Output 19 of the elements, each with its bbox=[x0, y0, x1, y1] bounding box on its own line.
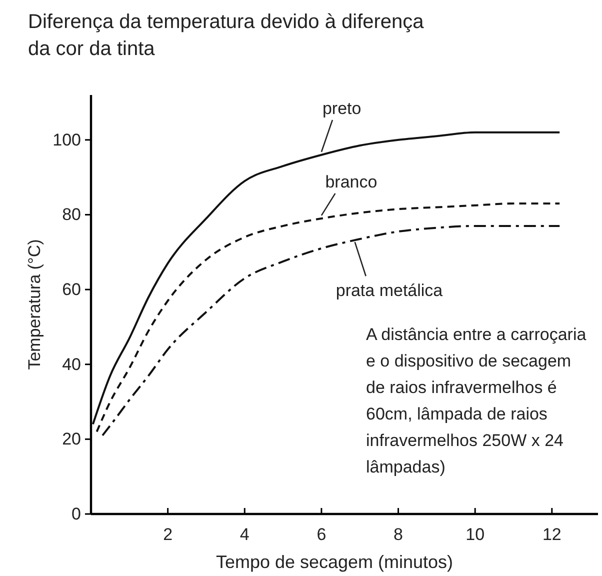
x-tick-label: 12 bbox=[542, 525, 562, 544]
x-tick-label: 4 bbox=[240, 525, 250, 544]
series-label: branco bbox=[325, 172, 378, 192]
chart-title: Diferença da temperatura devido à diferença da cor da tinta bbox=[28, 11, 425, 60]
x-tick-label: 10 bbox=[466, 525, 485, 544]
y-tick-label: 40 bbox=[62, 354, 81, 374]
x-axis-title: Tempo de secagem (minutos) bbox=[216, 552, 454, 572]
y-tick-label: 60 bbox=[62, 280, 81, 299]
annotation: A distância entre a carroçaria e o dispositivo de secagem de raios infravermelhos é 60cm, lâmpada de raios infravermelhos 250W x 24 lâmpadas) bbox=[366, 325, 587, 476]
y-tick-label: 80 bbox=[62, 205, 81, 224]
y-tick-label: 100 bbox=[52, 130, 81, 150]
x-tick-label: 6 bbox=[316, 525, 326, 544]
x-tick-label: 8 bbox=[394, 525, 404, 544]
text: prata metálica bbox=[336, 281, 444, 300]
y-tick-label: 20 bbox=[62, 430, 81, 449]
y-axis-title: Temperatura (°C) bbox=[25, 239, 44, 370]
series-label: preto bbox=[322, 98, 362, 118]
x-tick-label: 2 bbox=[163, 525, 173, 544]
y-tick-label: 0 bbox=[72, 504, 81, 524]
